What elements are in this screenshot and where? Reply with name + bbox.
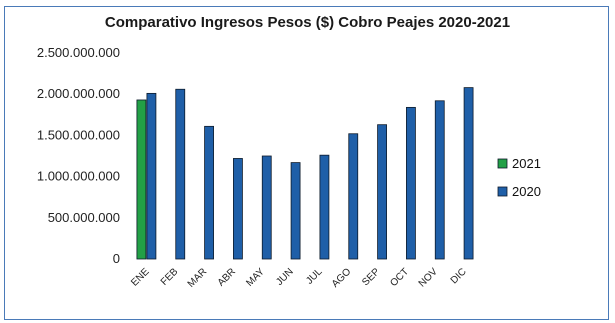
y-tick-label: 0: [113, 251, 120, 266]
y-tick-label: 1.500.000.000: [37, 127, 120, 142]
bar-2020-jul: [319, 154, 330, 260]
y-axis-ticks: 0 500.000.000 1.000.000.000 1.500.000.000 2.…: [37, 45, 120, 266]
bar-2020-sep: [377, 124, 387, 260]
x-tick-label: ENE: [129, 266, 152, 289]
legend-swatch-2020: [497, 186, 508, 197]
y-tick-label: 500.000.000: [48, 210, 120, 225]
x-tick-label: MAY: [244, 266, 267, 289]
x-tick-label: MAR: [186, 266, 210, 290]
x-tick-label: ABR: [216, 266, 238, 288]
x-axis-labels: ENE FEB MAR ABR MAY JUN JUL AGO SEP OCT NOV DIC: [129, 266, 468, 290]
x-tick-label: FEB: [159, 266, 181, 288]
x-tick-label: OCT: [388, 266, 411, 289]
bar-2020-nov: [434, 100, 445, 260]
legend: 2021 2020: [497, 156, 541, 199]
y-tick-label: 2.000.000.000: [37, 86, 120, 101]
x-tick-label: DIC: [449, 266, 469, 286]
bar-2020-jun: [290, 162, 301, 260]
bar-2020-abr: [233, 158, 243, 260]
bars: [136, 87, 474, 260]
y-tick-label: 1.000.000.000: [37, 169, 120, 184]
bar-2020-dic: [463, 87, 474, 260]
bar-2020-mar: [204, 125, 214, 260]
chart-frame: [4, 6, 609, 320]
x-tick-label: SEP: [360, 266, 382, 288]
bar-2020-ene: [146, 92, 157, 260]
x-tick-label: AGO: [330, 266, 354, 290]
chart-title: Comparativo Ingresos Pesos ($) Cobro Pea…: [104, 14, 511, 31]
legend-label-2020: 2020: [512, 184, 541, 199]
x-tick-label: NOV: [417, 266, 440, 289]
x-tick-label: JUN: [274, 266, 296, 288]
bar-2020-oct: [406, 106, 416, 260]
bar-2020-feb: [175, 88, 186, 260]
x-tick-label: JUL: [304, 266, 325, 287]
y-tick-label: 2.500.000.000: [37, 45, 120, 60]
legend-swatch-2021: [497, 158, 508, 169]
bar-2020-may: [261, 155, 272, 260]
bar-2020-ago: [348, 133, 359, 260]
legend-label-2021: 2021: [512, 156, 541, 171]
bar-2021-ene: [136, 99, 147, 260]
